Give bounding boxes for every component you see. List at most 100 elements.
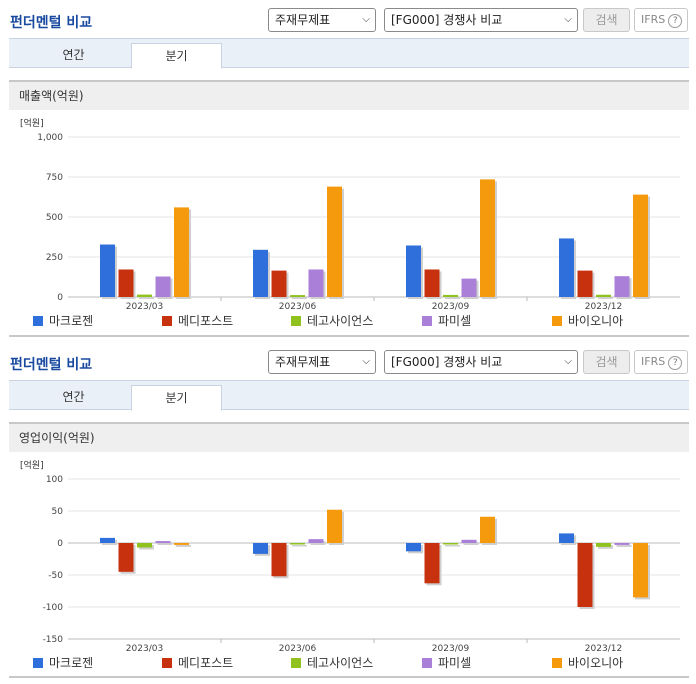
unit-label: [억원] — [20, 459, 44, 471]
bar — [559, 533, 574, 543]
statement-type-value: 주재무제표 — [275, 355, 331, 369]
bar — [577, 543, 593, 607]
bar — [327, 186, 342, 297]
x-tick-label: 2023/03 — [126, 644, 163, 652]
legend-swatch — [552, 658, 562, 668]
legend-swatch — [162, 658, 172, 668]
legend-label: 파미셀 — [438, 314, 472, 328]
bar — [480, 179, 495, 297]
tab-quarterly[interactable]: 분기 — [131, 385, 222, 411]
comparison-group-select[interactable]: [FG000] 경쟁사 비교 ⌵ — [384, 8, 578, 32]
bar — [137, 294, 152, 297]
tab-annual[interactable]: 연간 — [62, 390, 85, 404]
bar-shadow — [445, 545, 460, 547]
chevron-down-icon: ⌵ — [362, 356, 370, 367]
legend-label: 메디포스트 — [178, 314, 234, 328]
chevron-down-icon: ⌵ — [564, 356, 572, 367]
legend-label: 파미셀 — [438, 656, 472, 670]
y-tick-label: 0 — [57, 293, 63, 303]
bar — [633, 543, 648, 598]
y-tick-label: 250 — [46, 253, 63, 263]
panel-title: 펀더멘털 비교 — [10, 15, 93, 31]
legend-item: 테고사이언스 — [291, 654, 373, 671]
unit-label: [억원] — [20, 117, 44, 129]
bar — [406, 245, 421, 297]
bar — [424, 269, 440, 297]
legend-label: 테고사이언스 — [307, 314, 374, 328]
bar-shadow — [157, 543, 173, 545]
bar-shadow — [139, 296, 154, 299]
bar — [100, 244, 115, 297]
y-tick-label: 0 — [57, 539, 63, 549]
bar — [100, 537, 115, 543]
bar — [308, 269, 324, 297]
bar-shadow — [616, 545, 632, 547]
legend-label: 바이오니아 — [568, 314, 624, 328]
legend-item: 메디포스트 — [162, 654, 233, 671]
bar-shadow — [310, 541, 326, 545]
period-tabbar: 연간 분기 — [9, 380, 689, 411]
legend-swatch — [552, 316, 562, 326]
bar — [118, 269, 134, 297]
bar — [155, 541, 171, 543]
y-tick-label: 500 — [46, 213, 63, 223]
bar — [443, 543, 458, 545]
operating-profit-bar-chart: [억원] -150 -100 -50 0 50 100 2023/03 2023/06 2023/… — [20, 459, 680, 652]
y-tick-label: 50 — [52, 507, 64, 517]
bar — [443, 294, 458, 297]
statement-type-select[interactable]: 주재무제표 ⌵ — [268, 8, 376, 32]
y-tick-label: 1,000 — [37, 133, 63, 143]
legend-item: 마크로젠 — [33, 654, 93, 671]
bar — [424, 543, 440, 584]
panel-divider — [9, 676, 689, 678]
legend-label: 메디포스트 — [178, 656, 234, 670]
tab-quarterly[interactable]: 분기 — [131, 43, 222, 69]
metric-label: 매출액(억원) — [9, 80, 689, 110]
x-tick-label: 2023/09 — [432, 644, 470, 652]
bar — [253, 543, 268, 554]
metric-label: 영업이익(억원) — [9, 422, 689, 452]
statement-type-select[interactable]: 주재무제표 ⌵ — [268, 350, 376, 374]
legend-swatch — [422, 658, 432, 668]
question-mark-icon: ? — [668, 356, 683, 370]
legend-item: 바이오니아 — [552, 654, 623, 671]
bar — [155, 276, 171, 297]
x-tick-label: 2023/12 — [585, 302, 622, 310]
bar — [461, 278, 477, 297]
ifrs-help-button[interactable]: IFRS? — [634, 8, 688, 32]
legend-label: 마크로젠 — [49, 656, 94, 670]
search-button[interactable]: 검색 — [583, 8, 630, 32]
legend-item: 바이오니아 — [552, 312, 623, 329]
y-tick-label: -50 — [48, 571, 63, 581]
legend-swatch — [33, 658, 43, 668]
tab-annual[interactable]: 연간 — [62, 48, 85, 62]
bar-shadow — [598, 545, 613, 549]
comparison-group-select[interactable]: [FG000] 경쟁사 비교 ⌵ — [384, 350, 578, 374]
fundamental-panel-operating-profit: 펀더멘털 비교 주재무제표 ⌵ [FG000] 경쟁사 비교 ⌵ 검색 IFRS… — [0, 342, 696, 684]
x-tick-label: 2023/12 — [585, 644, 622, 652]
x-tick-label: 2023/06 — [279, 302, 317, 310]
bar-shadow — [463, 541, 479, 545]
bar-shadow — [292, 545, 307, 547]
bar — [577, 270, 593, 297]
bar — [596, 543, 611, 547]
bar — [118, 543, 134, 572]
revenue-bar-chart: [억원] 0 250 500 750 1,000 2023/03 2023/06 2023/09… — [20, 117, 680, 310]
legend-label: 바이오니아 — [568, 656, 624, 670]
search-button[interactable]: 검색 — [583, 350, 630, 374]
legend-label: 테고사이언스 — [307, 656, 374, 670]
y-tick-label: 100 — [46, 475, 63, 485]
bar — [559, 238, 574, 297]
legend-swatch — [291, 316, 301, 326]
period-tabbar: 연간 분기 — [9, 38, 689, 69]
legend-item: 마크로젠 — [33, 312, 93, 329]
bar — [633, 194, 648, 297]
bar-shadow — [292, 297, 307, 299]
bar-shadow — [598, 296, 613, 299]
bar — [253, 249, 268, 297]
legend-label: 마크로젠 — [49, 314, 94, 328]
ifrs-help-button[interactable]: IFRS? — [634, 350, 688, 374]
bar — [406, 543, 421, 552]
bar — [614, 543, 630, 545]
legend-swatch — [291, 658, 301, 668]
